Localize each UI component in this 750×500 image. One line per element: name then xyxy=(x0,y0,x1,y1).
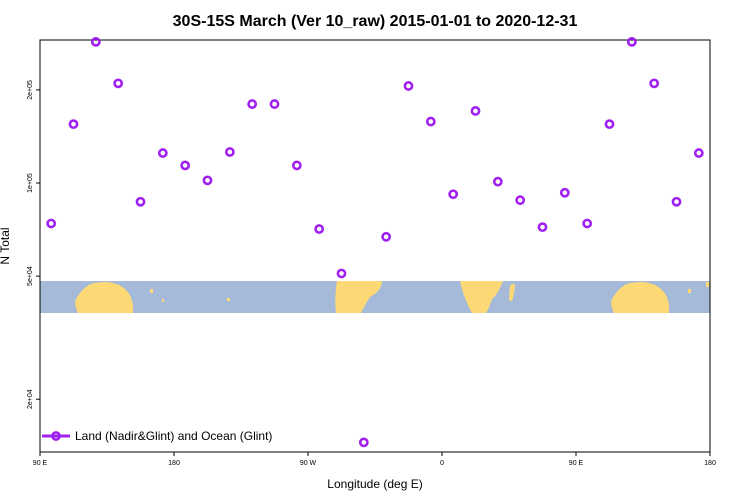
data-point xyxy=(314,224,325,234)
data-point xyxy=(46,218,57,229)
y-tick-label: 5e+04 xyxy=(27,266,34,286)
island xyxy=(706,282,709,287)
data-point xyxy=(649,78,660,89)
legend: Land (Nadir&Glint) and Ocean (Glint) xyxy=(42,429,272,443)
africa-land xyxy=(460,281,503,313)
data-point xyxy=(224,147,235,157)
data-point xyxy=(269,99,280,109)
south-america-land xyxy=(335,281,382,313)
x-tick-label: 180 xyxy=(704,460,716,467)
data-point xyxy=(492,176,503,187)
data-point xyxy=(381,231,392,242)
island xyxy=(162,299,164,302)
island xyxy=(150,289,153,293)
data-point xyxy=(537,222,548,233)
legend-label: Land (Nadir&Glint) and Ocean (Glint) xyxy=(75,429,272,443)
data-point xyxy=(291,160,302,171)
data-point xyxy=(157,148,168,158)
data-point xyxy=(671,196,682,207)
y-axis-label: N Total xyxy=(0,227,12,264)
y-tick-label: 2e+05 xyxy=(27,80,34,100)
island xyxy=(688,289,691,293)
data-point xyxy=(626,36,637,47)
data-points xyxy=(46,36,704,448)
data-point xyxy=(247,99,258,109)
y-tick-label: 1e+05 xyxy=(27,173,34,193)
data-point xyxy=(202,175,213,186)
x-tick-label: 90 E xyxy=(33,460,48,467)
australia-land xyxy=(75,282,134,313)
data-point xyxy=(515,195,526,206)
data-point xyxy=(425,116,436,127)
island xyxy=(227,298,230,301)
data-point xyxy=(470,106,481,116)
x-tick-label: 90 E xyxy=(569,460,584,467)
x-tick-label: 90 W xyxy=(300,460,317,467)
legend-marker xyxy=(51,431,61,441)
data-point xyxy=(582,218,593,229)
data-point xyxy=(358,437,369,448)
y-tick-label: 2e+04 xyxy=(27,389,34,409)
madagascar-land xyxy=(509,283,515,301)
data-point xyxy=(559,187,570,198)
data-point xyxy=(336,268,347,279)
data-point xyxy=(180,160,191,171)
data-point xyxy=(693,148,704,158)
chart-title: 30S-15S March (Ver 10_raw) 2015-01-01 to… xyxy=(173,13,578,30)
x-axis: 90 E 180 90 W 0 90 E 180 xyxy=(33,452,716,467)
y-axis: 2e+04 5e+04 1e+05 2e+05 xyxy=(27,80,40,409)
australia-land xyxy=(611,282,670,313)
x-tick-label: 180 xyxy=(168,460,180,467)
plot-frame xyxy=(39,39,711,453)
x-tick-label: 0 xyxy=(440,460,444,467)
x-axis-label: Longitude (deg E) xyxy=(327,477,422,491)
world-map-band xyxy=(40,281,710,313)
data-point xyxy=(68,119,79,130)
data-point xyxy=(604,119,615,130)
data-point xyxy=(135,196,146,207)
data-point xyxy=(403,81,414,91)
data-point xyxy=(448,189,459,200)
data-point xyxy=(90,36,101,47)
data-point xyxy=(113,78,124,89)
